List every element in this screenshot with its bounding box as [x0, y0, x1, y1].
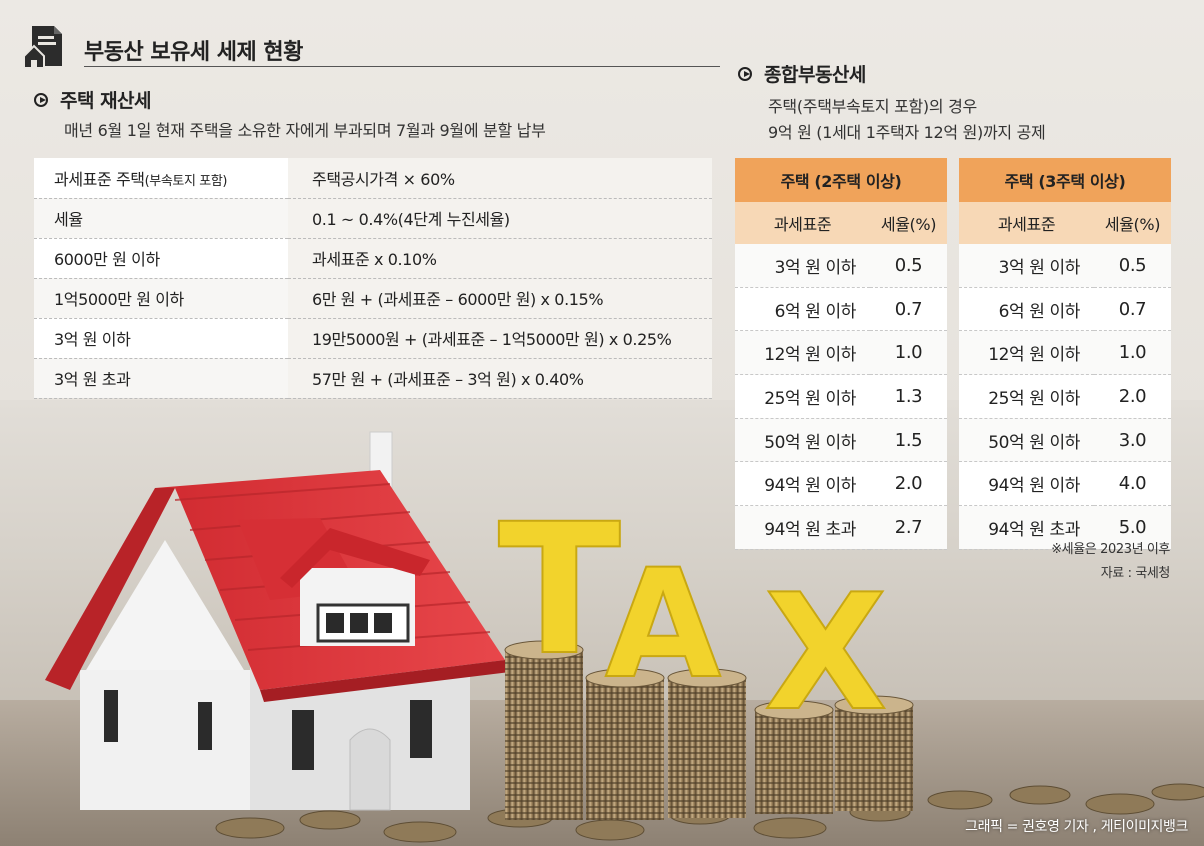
graphic-credit: 그래픽 = 권호영 기자 , 게티이미지뱅크: [965, 819, 1188, 835]
table-row: 94억 원 초과 5.0: [959, 505, 1171, 550]
row-label: 3억 원 초과: [34, 358, 288, 399]
play-circle-icon: [738, 66, 752, 81]
document-house-icon: [23, 26, 62, 69]
table-row: 94억 원 이하 4.0: [959, 461, 1171, 507]
three-house-table-title: 주택 (3주택 이상): [959, 158, 1171, 202]
row-value: 과세표준 x 0.10%: [288, 238, 712, 279]
tax-letters: T A X: [497, 485, 888, 747]
column-header-base: 과세표준: [959, 202, 1094, 244]
tax-letter-t: T: [498, 486, 621, 695]
base-cell: 25억 원 이하: [735, 374, 870, 419]
table-row: 1억5000만 원 이하 6만 원 + (과세표준 – 6000만 원) x 0…: [34, 278, 712, 319]
rate-cell: 0.7: [870, 287, 947, 332]
row-value: 0.1 ~ 0.4%(4단계 누진세율): [288, 198, 712, 239]
table-row: 3억 원 이하 0.5: [959, 244, 1171, 288]
property-tax-heading-text: 주택 재산세: [60, 90, 152, 112]
table-row: 3억 원 초과 57만 원 + (과세표준 – 3억 원) x 0.40%: [34, 358, 712, 399]
rate-cell: 2.7: [870, 505, 947, 550]
comprehensive-tax-heading-text: 종합부동산세: [764, 64, 866, 86]
rate-cell: 2.0: [870, 461, 947, 507]
column-header-rate: 세율(%): [870, 202, 947, 244]
page-title: 부동산 보유세 세제 현황: [84, 40, 303, 65]
house-and-tax-illustration: T A X: [45, 431, 1204, 843]
base-cell: 94억 원 이하: [959, 461, 1094, 507]
tax-letter-x: X: [764, 559, 887, 746]
row-value: 주택공시가격 × 60%: [288, 158, 712, 199]
rate-cell: 1.3: [870, 374, 947, 419]
comprehensive-tax-heading: 종합부동산세: [738, 60, 866, 87]
tax-letter-a: A: [605, 538, 721, 712]
rate-cell: 0.5: [870, 244, 947, 288]
base-cell: 3억 원 이하: [959, 244, 1094, 288]
base-cell: 6억 원 이하: [735, 287, 870, 332]
dormer-window-icon: [316, 603, 410, 643]
property-tax-table: 과세표준 주택(부속토지 포함) 주택공시가격 × 60% 세율 0.1 ~ 0…: [34, 158, 712, 399]
table-row: 6000만 원 이하 과세표준 x 0.10%: [34, 238, 712, 279]
property-tax-heading: 주택 재산세: [34, 86, 152, 113]
coin-stacks: [504, 640, 914, 820]
row-label: 3억 원 이하: [34, 318, 288, 359]
row-value: 19만5000원 + (과세표준 – 1억5000만 원) x 0.25%: [288, 318, 712, 359]
base-cell: 94억 원 초과: [735, 505, 870, 550]
table-row: 12억 원 이하 1.0: [735, 330, 947, 376]
three-house-rate-table: 주택 (3주택 이상) 과세표준 세율(%) 3억 원 이하 0.5 6억 원 이…: [959, 158, 1171, 550]
row-value: 6만 원 + (과세표준 – 6000만 원) x 0.15%: [288, 278, 712, 319]
table-row: 50억 원 이하 1.5: [735, 418, 947, 463]
row-label: 과세표준 주택(부속토지 포함): [34, 158, 288, 199]
table-row: 과세표준 주택(부속토지 포함) 주택공시가격 × 60%: [34, 158, 712, 199]
table-row: 50억 원 이하 3.0: [959, 418, 1171, 463]
rate-cell: 0.5: [1094, 244, 1171, 288]
table-row: 25억 원 이하 2.0: [959, 374, 1171, 419]
property-tax-description: 매년 6월 1일 현재 주택을 소유한 자에게 부과되며 7월과 9월에 분할 …: [64, 121, 546, 140]
base-cell: 94억 원 이하: [735, 461, 870, 507]
play-circle-icon: [34, 92, 48, 107]
rate-cell: 3.0: [1094, 418, 1171, 463]
table-row: 94억 원 초과 2.7: [735, 505, 947, 550]
table-row: 6억 원 이하 0.7: [735, 287, 947, 332]
two-house-table-title: 주택 (2주택 이상): [735, 158, 947, 202]
source-note: 자료 : 국세청: [1100, 566, 1171, 581]
two-house-rate-table: 주택 (2주택 이상) 과세표준 세율(%) 3억 원 이하 0.5 6억 원 이…: [735, 158, 947, 550]
base-cell: 3억 원 이하: [735, 244, 870, 288]
rate-cell: 1.0: [870, 330, 947, 376]
table-row: 12억 원 이하 1.0: [959, 330, 1171, 376]
table-row: 25억 원 이하 1.3: [735, 374, 947, 419]
base-cell: 50억 원 이하: [735, 418, 870, 463]
base-cell: 12억 원 이하: [959, 330, 1094, 376]
rate-cell: 2.0: [1094, 374, 1171, 419]
comprehensive-tax-description-line1: 주택(주택부속토지 포함)의 경우: [768, 97, 977, 116]
table-row: 세율 0.1 ~ 0.4%(4단계 누진세율): [34, 198, 712, 239]
title-divider: [84, 66, 720, 67]
table-row: 94억 원 이하 2.0: [735, 461, 947, 507]
house-icon: [45, 431, 510, 811]
comprehensive-tax-description-line2: 9억 원 (1세대 1주택자 12억 원)까지 공제: [768, 123, 1046, 142]
table-row: 3억 원 이하 19만5000원 + (과세표준 – 1억5000만 원) x …: [34, 318, 712, 359]
rate-cell: 1.5: [870, 418, 947, 463]
base-cell: 50억 원 이하: [959, 418, 1094, 463]
row-label: 세율: [34, 198, 288, 239]
row-label: 6000만 원 이하: [34, 238, 288, 279]
rate-note: ※세율은 2023년 이후: [1051, 542, 1170, 557]
rate-cell: 5.0: [1094, 505, 1171, 550]
rate-cell: 1.0: [1094, 330, 1171, 376]
table-row: 6억 원 이하 0.7: [959, 287, 1171, 332]
row-label: 1억5000만 원 이하: [34, 278, 288, 319]
rate-cell: 0.7: [1094, 287, 1171, 332]
base-cell: 25억 원 이하: [959, 374, 1094, 419]
base-cell: 6억 원 이하: [959, 287, 1094, 332]
table-row: 3억 원 이하 0.5: [735, 244, 947, 288]
base-cell: 94억 원 초과: [959, 505, 1094, 550]
row-value: 57만 원 + (과세표준 – 3억 원) x 0.40%: [288, 358, 712, 399]
column-header-rate: 세율(%): [1094, 202, 1171, 244]
base-cell: 12억 원 이하: [735, 330, 870, 376]
column-header-base: 과세표준: [735, 202, 870, 244]
rate-cell: 4.0: [1094, 461, 1171, 507]
